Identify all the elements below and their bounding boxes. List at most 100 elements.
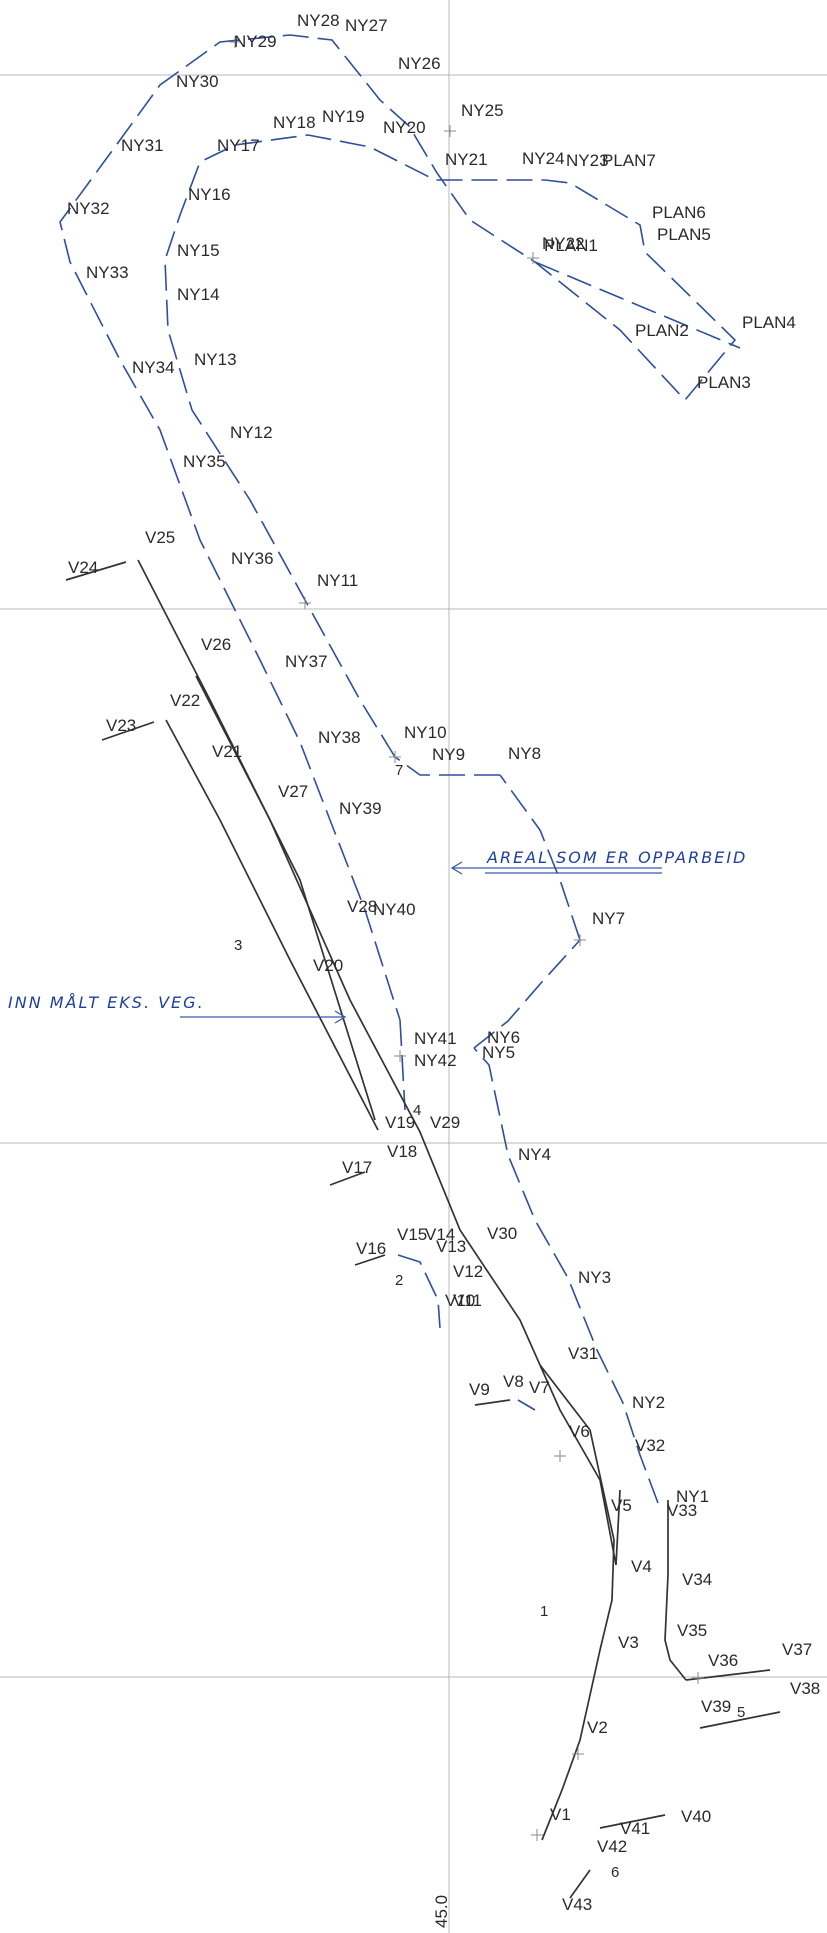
label-v38: V38 xyxy=(790,1679,820,1698)
label-ny12: NY12 xyxy=(230,423,273,442)
area-6: 6 xyxy=(611,1864,619,1881)
label-ny9: NY9 xyxy=(432,745,465,764)
label-ny39: NY39 xyxy=(339,799,382,818)
label-v27: V27 xyxy=(278,782,308,801)
label-plan6: PLAN6 xyxy=(652,203,706,222)
label-plan4: PLAN4 xyxy=(742,313,796,332)
label-ny18: NY18 xyxy=(273,113,316,132)
label-v22: V22 xyxy=(170,691,200,710)
label-ny29: NY29 xyxy=(234,32,277,51)
label-v37: V37 xyxy=(782,1640,812,1659)
label-ny36: NY36 xyxy=(231,549,274,568)
label-ny42: NY42 xyxy=(414,1051,457,1070)
label-v18: V18 xyxy=(387,1142,417,1161)
label-ny33: NY33 xyxy=(86,263,129,282)
label-ny21: NY21 xyxy=(445,150,488,169)
label-v16: V16 xyxy=(356,1239,386,1258)
label-ny8: NY8 xyxy=(508,744,541,763)
label-plan1: PLAN1 xyxy=(544,236,598,255)
area-3: 3 xyxy=(234,937,242,954)
area-1: 1 xyxy=(540,1603,548,1620)
label-v31: V31 xyxy=(568,1344,598,1363)
label-ny15: NY15 xyxy=(177,241,220,260)
label-ny17: NY17 xyxy=(217,136,260,155)
label-ny26: NY26 xyxy=(398,54,441,73)
ny-point-labels: NY1 NY2 NY3 NY4 NY5 NY6 NY7 NY8 NY9 NY10… xyxy=(67,11,709,1506)
label-v10: V10 xyxy=(445,1291,475,1310)
label-ny5: NY5 xyxy=(482,1043,515,1062)
label-plan5: PLAN5 xyxy=(657,225,711,244)
label-v21: V21 xyxy=(212,742,242,761)
label-v19: V19 xyxy=(385,1113,415,1132)
label-v11: V11 xyxy=(453,1291,482,1310)
label-ny32: NY32 xyxy=(67,199,110,218)
label-v26: V26 xyxy=(201,635,231,654)
label-v17: V17 xyxy=(342,1158,372,1177)
label-v29: V29 xyxy=(430,1113,460,1132)
label-ny30: NY30 xyxy=(176,72,219,91)
label-ny1: NY1 xyxy=(676,1487,709,1506)
label-v3: V3 xyxy=(618,1633,639,1652)
label-v28: V28 xyxy=(347,897,377,916)
label-ny3: NY3 xyxy=(578,1268,611,1287)
label-v43: V43 xyxy=(562,1895,592,1914)
label-ny11: NY11 xyxy=(317,571,358,590)
label-v20: V20 xyxy=(313,956,343,975)
label-ny37: NY37 xyxy=(285,652,328,671)
label-ny22: NY22 xyxy=(542,234,585,253)
label-v8: V8 xyxy=(503,1372,524,1391)
existing-road-solid xyxy=(65,559,781,1899)
area-5: 5 xyxy=(737,1704,745,1721)
label-ny41: NY41 xyxy=(414,1029,457,1048)
label-v39: V39 xyxy=(701,1697,731,1716)
grid-label: 45.0 xyxy=(432,1895,451,1928)
label-v4: V4 xyxy=(631,1557,652,1576)
label-v42: V42 xyxy=(597,1837,627,1856)
label-ny24: NY24 xyxy=(522,149,565,168)
area-7: 7 xyxy=(395,762,403,779)
label-v40: V40 xyxy=(681,1807,711,1826)
label-ny40: NY40 xyxy=(373,900,416,919)
label-ny35: NY35 xyxy=(183,452,226,471)
label-v2: V2 xyxy=(587,1718,608,1737)
label-ny19: NY19 xyxy=(322,107,365,126)
note-areal-text: AREAL SOM ER OPPARBEID xyxy=(486,848,747,867)
label-v34: V34 xyxy=(682,1570,712,1589)
label-v12: V12 xyxy=(453,1262,483,1281)
label-v9: V9 xyxy=(469,1380,490,1399)
label-ny20: NY20 xyxy=(383,118,426,137)
label-ny27: NY27 xyxy=(345,16,388,35)
note-innmalt: INN MÅLT EKS. VEG. xyxy=(8,993,347,1024)
label-v5: V5 xyxy=(611,1496,632,1515)
label-v32: V32 xyxy=(635,1436,665,1455)
label-ny34: NY34 xyxy=(132,358,175,377)
label-ny23: NY23 xyxy=(566,151,609,170)
small-dashed-pieces xyxy=(397,1254,536,1411)
area-2: 2 xyxy=(395,1272,403,1289)
label-plan2: PLAN2 xyxy=(635,321,689,340)
label-v7: V7 xyxy=(529,1378,550,1397)
v-point-labels: V1 V2 V3 V4 V5 V6 V7 V8 V9 V10 V11 V12 V… xyxy=(68,528,820,1914)
label-ny16: NY16 xyxy=(188,185,231,204)
label-v15: V15 xyxy=(397,1225,427,1244)
label-v13: V13 xyxy=(436,1237,466,1256)
label-v33: V33 xyxy=(667,1501,697,1520)
label-ny28: NY28 xyxy=(297,11,340,30)
label-plan3: PLAN3 xyxy=(697,373,751,392)
planned-road-dashed xyxy=(59,34,741,1504)
label-ny31: NY31 xyxy=(121,136,164,155)
label-v6: V6 xyxy=(569,1422,590,1441)
point-ticks xyxy=(229,36,704,1841)
label-v24: V24 xyxy=(68,558,98,577)
label-v25: V25 xyxy=(145,528,175,547)
label-ny38: NY38 xyxy=(318,728,361,747)
label-v23: V23 xyxy=(106,716,136,735)
note-areal: AREAL SOM ER OPPARBEID xyxy=(450,848,747,875)
label-plan7: PLAN7 xyxy=(602,151,656,170)
area-numbers: 1 2 3 4 5 6 7 xyxy=(234,762,745,1881)
label-v14: V14 xyxy=(425,1225,455,1244)
label-ny2: NY2 xyxy=(632,1393,665,1412)
label-v35: V35 xyxy=(677,1621,707,1640)
